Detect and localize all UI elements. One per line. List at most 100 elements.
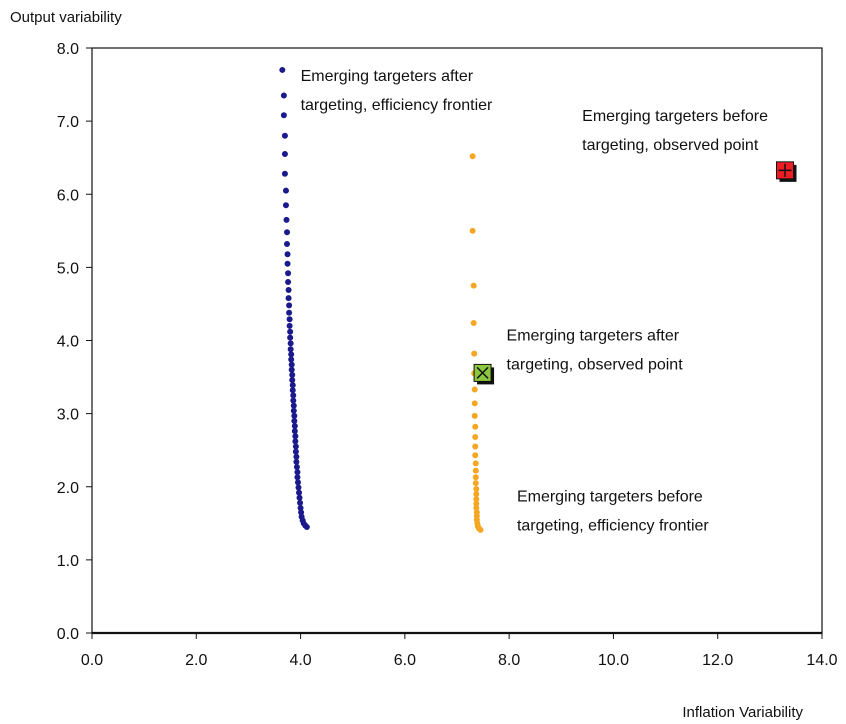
y-tick-label: 4.0 bbox=[57, 334, 79, 351]
axis-ticks: 0.0 2.0 4.0 6.0 8.0 10.0 12.0 14.0 0.0 1.0 2.0 3.0 4… bbox=[57, 41, 838, 669]
annotation-line: Emerging targeters before bbox=[582, 108, 768, 125]
x-tick-label: 12.0 bbox=[702, 652, 733, 669]
series-2 bbox=[473, 363, 495, 385]
x-tick-label: 4.0 bbox=[289, 652, 311, 669]
series-3 bbox=[776, 161, 797, 182]
data-point bbox=[284, 251, 291, 258]
y-tick-label: 6.0 bbox=[57, 187, 79, 204]
y-tick-label: 3.0 bbox=[57, 407, 79, 424]
data-point bbox=[297, 499, 304, 506]
x-tick-label: 0.0 bbox=[81, 652, 103, 669]
data-point bbox=[280, 92, 287, 99]
data-point bbox=[295, 484, 302, 491]
annotation-label: Emerging targeters before targeting, effi… bbox=[517, 488, 709, 534]
y-tick-label: 7.0 bbox=[57, 114, 79, 131]
data-point bbox=[477, 526, 484, 533]
data-point bbox=[290, 407, 297, 414]
data-point bbox=[289, 387, 296, 394]
data-point bbox=[291, 423, 298, 430]
observed-point bbox=[776, 161, 797, 182]
annotation-label: Emerging targeters before targeting, obse… bbox=[582, 108, 768, 154]
annotation-line: targeting, observed point bbox=[507, 357, 684, 374]
data-point bbox=[294, 479, 301, 486]
series-0 bbox=[279, 66, 310, 530]
data-point bbox=[303, 523, 310, 530]
x-tick-label: 6.0 bbox=[394, 652, 416, 669]
observed-point bbox=[473, 363, 495, 385]
data-point bbox=[285, 270, 292, 277]
annotations: Emerging targeters after targeting, effic… bbox=[301, 68, 769, 534]
data-point bbox=[281, 170, 288, 177]
data-point bbox=[288, 361, 295, 368]
data-point bbox=[471, 386, 478, 393]
data-point bbox=[298, 509, 305, 516]
data-point bbox=[287, 346, 294, 353]
data-point bbox=[294, 469, 301, 476]
y-tick-label: 1.0 bbox=[57, 553, 79, 570]
data-point bbox=[292, 433, 299, 440]
data-point bbox=[285, 287, 292, 294]
data-point bbox=[296, 489, 303, 496]
data-point bbox=[472, 480, 479, 487]
data-point bbox=[280, 112, 287, 119]
x-axis-title: Inflation Variability bbox=[682, 704, 803, 721]
y-tick-label: 5.0 bbox=[57, 260, 79, 277]
data-point bbox=[292, 448, 299, 455]
data-point bbox=[291, 417, 298, 424]
data-point bbox=[279, 66, 286, 73]
annotation-line: Emerging targeters before bbox=[517, 488, 703, 505]
data-point bbox=[288, 356, 295, 363]
data-point bbox=[285, 295, 292, 302]
x-tick-label: 8.0 bbox=[498, 652, 520, 669]
data-point bbox=[473, 491, 480, 498]
marker-cross-line bbox=[476, 366, 489, 379]
data-point bbox=[294, 474, 301, 481]
x-tick-label: 14.0 bbox=[806, 652, 837, 669]
data-point bbox=[472, 423, 479, 430]
data-point bbox=[286, 316, 293, 323]
data-point bbox=[290, 402, 297, 409]
series-1 bbox=[469, 153, 484, 533]
y-tick-label: 2.0 bbox=[57, 480, 79, 497]
data-point bbox=[473, 500, 480, 507]
data-point bbox=[472, 452, 479, 459]
data-point bbox=[472, 434, 479, 441]
data-point bbox=[293, 464, 300, 471]
data-point bbox=[471, 412, 478, 419]
data-point bbox=[473, 504, 480, 511]
data-point bbox=[293, 458, 300, 465]
data-point bbox=[293, 453, 300, 460]
data-point bbox=[471, 400, 478, 407]
data-point bbox=[288, 351, 295, 358]
data-point bbox=[290, 392, 297, 399]
data-point bbox=[473, 485, 480, 492]
data-point bbox=[469, 227, 476, 234]
y-tick-label: 0.0 bbox=[57, 626, 79, 643]
annotation-line: targeting, observed point bbox=[582, 137, 759, 154]
data-point bbox=[290, 397, 297, 404]
annotation-line: Emerging targeters after bbox=[507, 328, 680, 345]
y-axis-title: Output variability bbox=[10, 9, 122, 26]
data-point bbox=[289, 382, 296, 389]
data-point bbox=[289, 371, 296, 378]
data-points bbox=[279, 66, 797, 533]
data-point bbox=[291, 428, 298, 435]
data-point bbox=[282, 202, 289, 209]
data-point bbox=[284, 260, 291, 267]
annotation-line: Emerging targeters after bbox=[301, 68, 474, 85]
data-point bbox=[284, 240, 291, 247]
data-point bbox=[472, 460, 479, 467]
data-point bbox=[288, 366, 295, 373]
x-tick-label: 2.0 bbox=[185, 652, 207, 669]
data-point bbox=[287, 334, 294, 341]
data-point bbox=[286, 309, 293, 316]
y-tick-label: 8.0 bbox=[57, 41, 79, 58]
annotation-label: Emerging targeters after targeting, obser… bbox=[507, 328, 684, 374]
data-point bbox=[472, 474, 479, 481]
annotation-label: Emerging targeters after targeting, effic… bbox=[301, 68, 493, 114]
data-point bbox=[470, 282, 477, 289]
data-point bbox=[472, 443, 479, 450]
data-point bbox=[292, 438, 299, 445]
data-point bbox=[284, 229, 291, 236]
